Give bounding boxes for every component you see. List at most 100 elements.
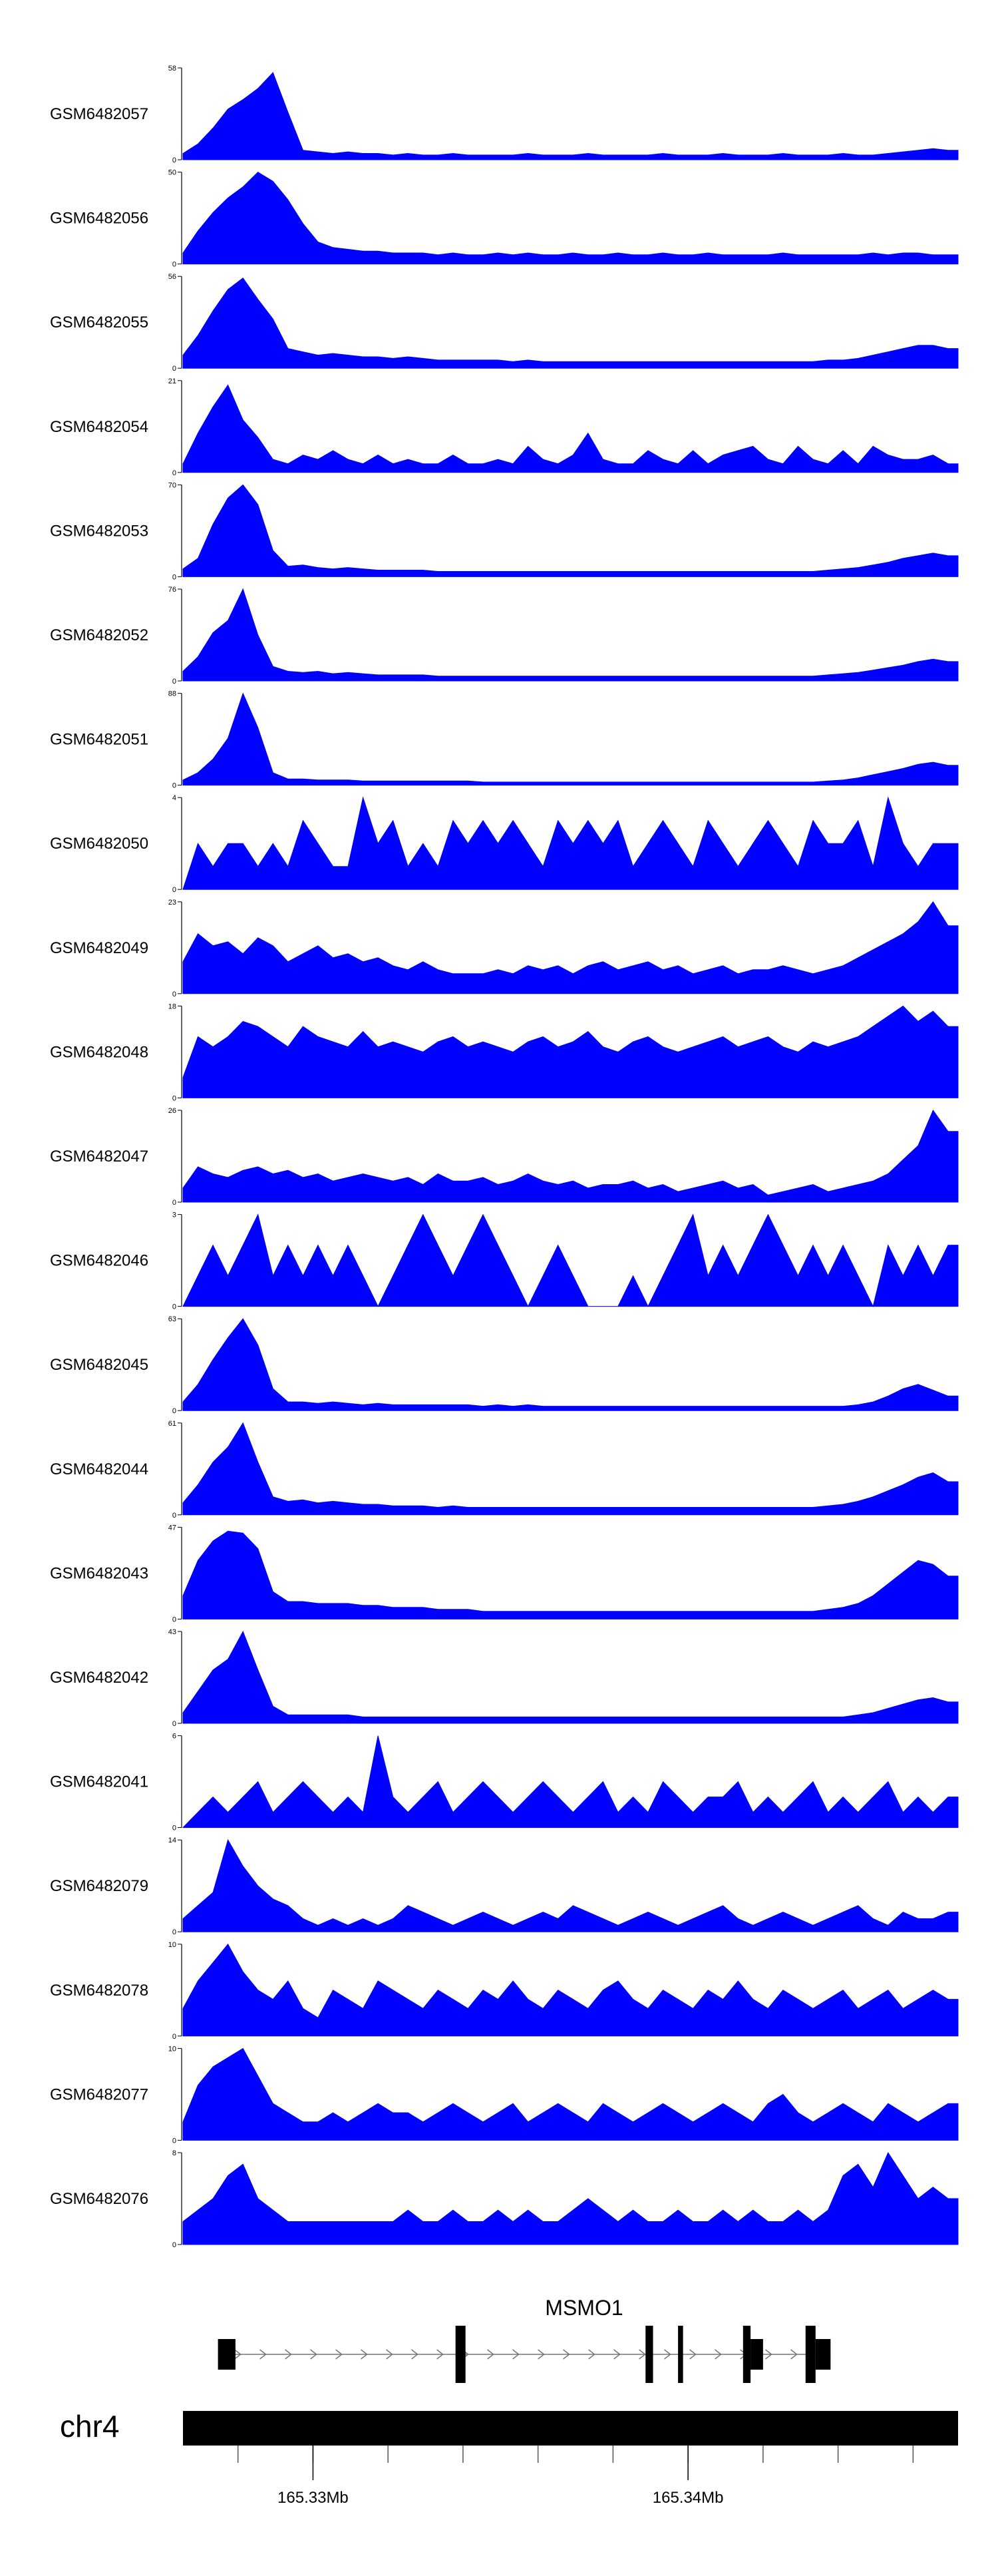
coverage-area [182, 171, 959, 265]
y-max-label: 14 [168, 1836, 176, 1844]
strand-chevron [790, 2349, 798, 2360]
strand-chevron [335, 2349, 343, 2360]
coverage-area [182, 1630, 959, 1724]
y-max-label: 4 [172, 794, 176, 802]
y-max-label: 23 [168, 899, 176, 907]
y-min-label: 0 [172, 156, 176, 164]
coverage-track-GSM6482047: GSM6482047 26 0 [50, 1107, 959, 1207]
chromosome-track: chr4 165.33Mb 165.34Mb [60, 2409, 958, 2507]
coverage-area [182, 796, 959, 890]
strand-chevron [259, 2349, 267, 2360]
tick-label: 165.34Mb [653, 2489, 724, 2507]
exon-block [678, 2326, 683, 2383]
strand-chevron [361, 2349, 368, 2360]
coverage-track-GSM6482055: GSM6482055 56 0 [50, 273, 959, 373]
exon-block [218, 2339, 236, 2370]
tick-label: 165.33Mb [277, 2489, 349, 2507]
strand-chevron [487, 2349, 494, 2360]
y-min-label: 0 [172, 678, 176, 686]
strand-chevron [386, 2349, 393, 2360]
sample-label: GSM6482079 [50, 1877, 148, 1895]
exon-block [743, 2326, 751, 2383]
sample-label: GSM6482078 [50, 1982, 148, 2000]
sample-label: GSM6482052 [50, 626, 148, 644]
y-max-label: 3 [172, 1211, 176, 1219]
coverage-area [182, 1735, 959, 1828]
coverage-area [182, 1213, 959, 1308]
y-min-label: 0 [172, 2241, 176, 2249]
y-min-label: 0 [172, 1615, 176, 1623]
coverage-area [182, 1530, 959, 1619]
exon-block [750, 2339, 763, 2370]
y-min-label: 0 [172, 2137, 176, 2145]
strand-chevron [538, 2349, 545, 2360]
coverage-track-GSM6482078: GSM6482078 10 0 [50, 1941, 959, 2041]
coverage-track-GSM6482041: GSM6482041 6 0 [50, 1733, 959, 1832]
y-max-label: 8 [172, 2149, 176, 2157]
coverage-area [182, 1318, 959, 1411]
y-min-label: 0 [172, 1199, 176, 1207]
exon-block [455, 2326, 466, 2383]
coverage-track-GSM6482057: GSM6482057 58 0 [50, 65, 959, 164]
y-max-label: 63 [168, 1315, 176, 1323]
y-max-label: 58 [168, 65, 176, 73]
sample-label: GSM6482048 [50, 1043, 148, 1061]
strand-chevron [411, 2349, 418, 2360]
coverage-area [182, 588, 959, 682]
strand-chevron [512, 2349, 520, 2360]
y-max-label: 47 [168, 1524, 176, 1532]
coverage-area [182, 277, 959, 369]
coverage-track-GSM6482050: GSM6482050 4 0 [50, 794, 959, 894]
y-max-label: 88 [168, 690, 176, 698]
sample-label: GSM6482050 [50, 835, 148, 853]
sample-label: GSM6482043 [50, 1564, 148, 1582]
strand-chevron [310, 2349, 317, 2360]
exon-block [815, 2339, 831, 2370]
sample-label: GSM6482044 [50, 1460, 148, 1478]
y-min-label: 0 [172, 1928, 176, 1936]
sample-label: GSM6482046 [50, 1252, 148, 1270]
y-min-label: 0 [172, 886, 176, 894]
y-max-label: 21 [168, 377, 176, 385]
y-min-label: 0 [172, 365, 176, 373]
coverage-area [182, 484, 959, 577]
strand-chevron [563, 2349, 570, 2360]
coverage-tracks: GSM6482057580GSM6482056500GSM6482055560G… [50, 65, 959, 2249]
coverage-area [182, 72, 959, 160]
y-min-label: 0 [172, 469, 176, 477]
sample-label: GSM6482042 [50, 1669, 148, 1687]
coverage-area [182, 1109, 959, 1203]
coverage-track-GSM6482052: GSM6482052 76 0 [50, 586, 959, 686]
strand-chevron [234, 2349, 242, 2360]
y-max-label: 56 [168, 273, 176, 281]
y-min-label: 0 [172, 990, 176, 998]
coverage-area [182, 1422, 959, 1516]
coverage-area [182, 2047, 959, 2141]
exon-block [645, 2326, 653, 2383]
y-min-label: 0 [172, 1720, 176, 1728]
strand-chevron [689, 2349, 697, 2360]
y-max-label: 70 [168, 481, 176, 489]
strand-chevron [664, 2349, 671, 2360]
coverage-area [182, 1943, 959, 2037]
y-min-label: 0 [172, 2033, 176, 2041]
y-max-label: 43 [168, 1628, 176, 1636]
coverage-track-GSM6482054: GSM6482054 21 0 [50, 377, 959, 477]
sample-label: GSM6482047 [50, 1148, 148, 1166]
coverage-track-GSM6482053: GSM6482053 70 0 [50, 481, 959, 581]
coverage-track-GSM6482048: GSM6482048 18 0 [50, 1002, 959, 1102]
y-max-label: 6 [172, 1733, 176, 1741]
y-min-label: 0 [172, 1512, 176, 1520]
sample-label: GSM6482045 [50, 1356, 148, 1374]
y-max-label: 10 [168, 2045, 176, 2053]
sample-label: GSM6482076 [50, 2190, 148, 2208]
y-min-label: 0 [172, 1407, 176, 1415]
sample-label: GSM6482077 [50, 2085, 148, 2103]
y-max-label: 26 [168, 1107, 176, 1115]
coverage-track-GSM6482049: GSM6482049 23 0 [50, 899, 959, 998]
coverage-area [182, 1005, 959, 1098]
sample-label: GSM6482054 [50, 418, 148, 436]
y-max-label: 10 [168, 1941, 176, 1949]
coverage-track-GSM6482043: GSM6482043 47 0 [50, 1524, 959, 1623]
